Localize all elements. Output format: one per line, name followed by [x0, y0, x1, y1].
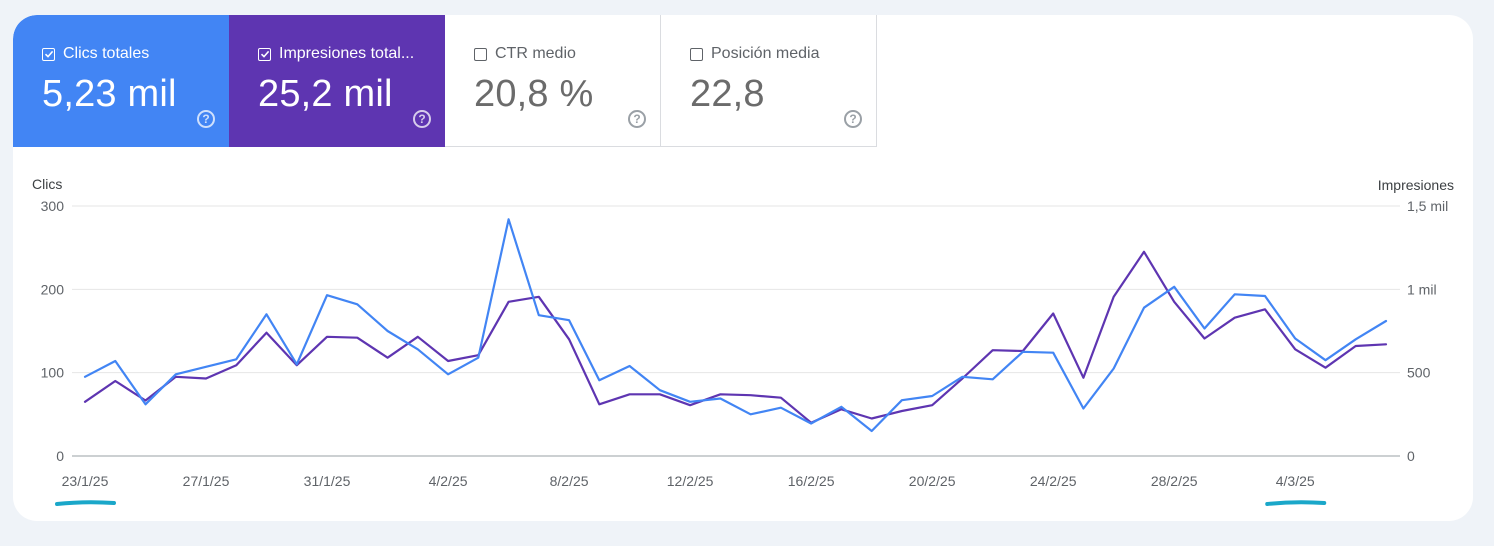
x-axis-tick-label: 24/2/25: [1030, 473, 1077, 489]
help-icon[interactable]: ?: [628, 110, 646, 128]
metric-impressions-value: 25,2 mil: [258, 73, 393, 115]
checkbox-unchecked-icon[interactable]: [690, 47, 703, 61]
metric-clicks-value: 5,23 mil: [42, 73, 177, 115]
x-axis-tick-label: 4/3/25: [1276, 473, 1315, 489]
clicks-series-line: [83, 218, 1388, 433]
left-axis-tick-label: 0: [56, 448, 64, 464]
x-axis-tick-label: 8/2/25: [550, 473, 589, 489]
metric-position-header[interactable]: Posición media: [690, 45, 870, 63]
right-axis-tick-label: 0: [1407, 448, 1415, 464]
metric-position-label: Posición media: [711, 45, 820, 62]
performance-card: Clics totales 5,23 mil ? Impresiones tot…: [13, 15, 1473, 521]
metric-ctr-header[interactable]: CTR medio: [474, 45, 654, 63]
x-axis-tick-label: 16/2/25: [788, 473, 835, 489]
help-icon[interactable]: ?: [844, 110, 862, 128]
x-axis-tick-label: 27/1/25: [183, 473, 230, 489]
checkbox-unchecked-icon[interactable]: [474, 47, 487, 61]
right-axis-ticks: 0 500 1 mil 1,5 mil: [1407, 198, 1448, 464]
help-icon[interactable]: ?: [413, 110, 431, 128]
x-axis-tick-label: 12/2/25: [667, 473, 714, 489]
metric-clicks-label: Clics totales: [63, 45, 150, 62]
chart-gridlines: [72, 205, 1400, 457]
x-axis-tick-label: 4/2/25: [429, 473, 468, 489]
x-axis-ticks: 23/1/25 27/1/25 31/1/25 4/2/25 8/2/25 12/2/25…: [55, 473, 1327, 506]
highlight-underline-mark: [55, 500, 116, 506]
metric-ctr-card[interactable]: CTR medio 20,8 % ?: [445, 15, 661, 147]
left-axis-tick-label: 300: [41, 198, 65, 214]
left-axis-tick-label: 200: [41, 281, 65, 297]
metric-ctr-value: 20,8 %: [474, 73, 594, 115]
x-axis-tick-label: 20/2/25: [909, 473, 956, 489]
checkbox-checked-icon[interactable]: [42, 47, 55, 61]
metric-position-card[interactable]: Posición media 22,8 ?: [661, 15, 877, 147]
impressions-series-line: [83, 250, 1388, 424]
metric-clicks-header[interactable]: Clics totales: [42, 45, 222, 63]
chart-series: [83, 218, 1388, 433]
right-axis-title: Impresiones: [1378, 177, 1454, 193]
metric-impressions-card[interactable]: Impresiones total... 25,2 mil ?: [229, 15, 445, 147]
right-axis-tick-label: 1,5 mil: [1407, 198, 1448, 214]
checkbox-checked-icon[interactable]: [258, 47, 271, 61]
metric-impressions-header[interactable]: Impresiones total...: [258, 45, 438, 63]
x-axis-tick-label: 31/1/25: [304, 473, 351, 489]
performance-chart[interactable]: Clics Impresiones 0 100 200 300 0 500 1 mil 1,…: [13, 15, 1473, 521]
x-axis-tick-label: 28/2/25: [1151, 473, 1198, 489]
right-axis-tick-label: 1 mil: [1407, 281, 1437, 297]
metric-position-value: 22,8: [690, 73, 765, 115]
metric-clicks-card[interactable]: Clics totales 5,23 mil ?: [13, 15, 229, 147]
left-axis-ticks: 0 100 200 300: [41, 198, 65, 464]
help-icon[interactable]: ?: [197, 110, 215, 128]
highlight-underline-mark: [1265, 500, 1327, 506]
left-axis-title: Clics: [32, 176, 62, 192]
left-axis-tick-label: 100: [41, 365, 65, 381]
metric-cards: Clics totales 5,23 mil ? Impresiones tot…: [13, 15, 877, 147]
metric-ctr-label: CTR medio: [495, 45, 576, 62]
metric-impressions-label: Impresiones total...: [279, 45, 415, 62]
x-axis-tick-label: 23/1/25: [62, 473, 109, 489]
right-axis-tick-label: 500: [1407, 365, 1431, 381]
